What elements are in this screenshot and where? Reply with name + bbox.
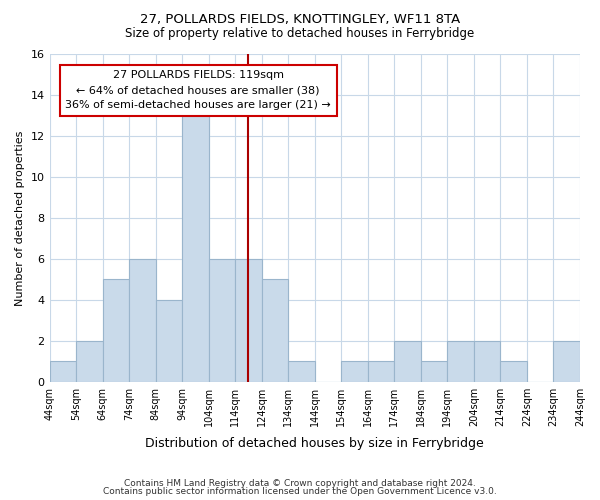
Text: 27, POLLARDS FIELDS, KNOTTINGLEY, WF11 8TA: 27, POLLARDS FIELDS, KNOTTINGLEY, WF11 8…: [140, 12, 460, 26]
Y-axis label: Number of detached properties: Number of detached properties: [15, 130, 25, 306]
Bar: [421, 361, 448, 382]
X-axis label: Distribution of detached houses by size in Ferrybridge: Distribution of detached houses by size …: [145, 437, 484, 450]
Bar: [235, 259, 262, 382]
Bar: [500, 361, 527, 382]
Text: Size of property relative to detached houses in Ferrybridge: Size of property relative to detached ho…: [125, 28, 475, 40]
Bar: [553, 340, 580, 382]
Bar: [129, 259, 155, 382]
Text: Contains HM Land Registry data © Crown copyright and database right 2024.: Contains HM Land Registry data © Crown c…: [124, 478, 476, 488]
Bar: [262, 280, 288, 382]
Bar: [209, 259, 235, 382]
Bar: [76, 340, 103, 382]
Bar: [288, 361, 315, 382]
Bar: [368, 361, 394, 382]
Bar: [341, 361, 368, 382]
Text: Contains public sector information licensed under the Open Government Licence v3: Contains public sector information licen…: [103, 487, 497, 496]
Bar: [394, 340, 421, 382]
Bar: [155, 300, 182, 382]
Bar: [182, 116, 209, 382]
Text: 27 POLLARDS FIELDS: 119sqm
← 64% of detached houses are smaller (38)
36% of semi: 27 POLLARDS FIELDS: 119sqm ← 64% of deta…: [65, 70, 331, 110]
Bar: [103, 280, 129, 382]
Bar: [50, 361, 76, 382]
Bar: [448, 340, 474, 382]
Bar: [474, 340, 500, 382]
